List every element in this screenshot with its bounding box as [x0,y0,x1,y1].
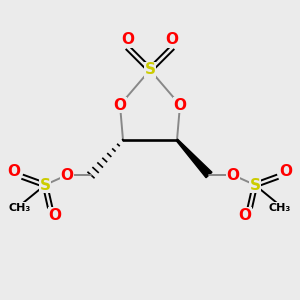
Text: O: O [238,208,251,223]
Text: O: O [61,167,74,182]
Polygon shape [176,139,212,178]
Text: O: O [113,98,127,112]
Text: O: O [122,32,134,47]
Text: S: S [145,62,155,77]
Text: O: O [226,167,239,182]
Text: O: O [173,98,187,112]
Text: O: O [166,32,178,47]
Text: S: S [250,178,260,193]
Text: O: O [8,164,20,179]
Text: O: O [49,208,62,223]
Text: S: S [40,178,50,193]
Text: O: O [280,164,292,179]
Text: CH₃: CH₃ [269,203,291,213]
Text: CH₃: CH₃ [9,203,31,213]
